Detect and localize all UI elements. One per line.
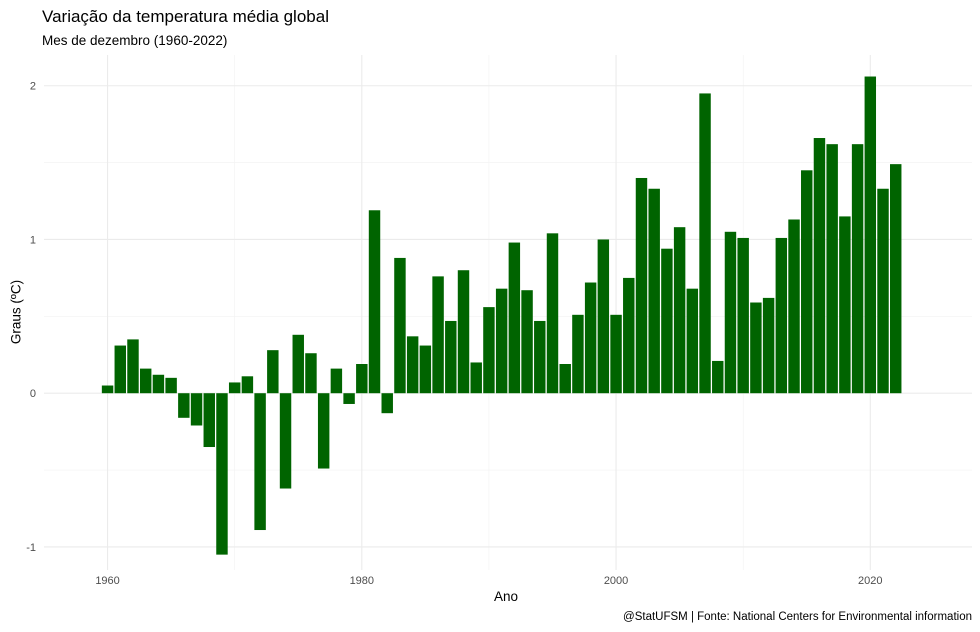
bar [406, 336, 419, 394]
bar [241, 376, 254, 394]
bar [877, 188, 889, 394]
x-tick-label: 2000 [604, 575, 628, 587]
bar [152, 374, 165, 394]
bar [661, 248, 673, 394]
bar [254, 393, 266, 531]
bar [178, 393, 190, 418]
bar [394, 257, 406, 394]
bar [724, 231, 737, 394]
bar [610, 314, 622, 394]
bar [139, 368, 152, 394]
bar [839, 216, 851, 394]
bar [712, 360, 724, 394]
bar [851, 144, 864, 394]
bar [673, 227, 686, 394]
x-tick-label: 1960 [95, 575, 119, 587]
bar [635, 177, 648, 394]
bar [483, 307, 495, 394]
bar [686, 288, 699, 394]
bar [368, 210, 381, 394]
bar [623, 277, 635, 394]
bar [559, 364, 571, 394]
bar [572, 314, 584, 394]
bar [279, 393, 292, 489]
bar [762, 297, 775, 394]
y-tick-label: -1 [26, 542, 36, 554]
chart-title: Variação da temperatura média global [42, 7, 329, 26]
x-tick-label: 2020 [858, 575, 882, 587]
bar [381, 393, 393, 414]
bar [343, 393, 355, 404]
bar [165, 377, 177, 394]
bar [432, 276, 444, 394]
bar [890, 164, 902, 394]
bar [127, 339, 139, 394]
x-tick-labels: 1960 1980 2000 2020 [95, 575, 882, 587]
bar [470, 362, 482, 394]
bar [826, 144, 838, 394]
bar [699, 93, 711, 394]
bar [648, 188, 660, 394]
bar [737, 237, 749, 394]
bar [445, 320, 457, 394]
bar [775, 237, 788, 394]
y-tick-label: 1 [30, 234, 36, 246]
bar [801, 170, 813, 394]
bar [305, 353, 317, 394]
bar [495, 288, 508, 394]
y-tick-label: 0 [30, 388, 36, 400]
x-axis-label: Ano [493, 589, 519, 604]
y-tick-label: 2 [30, 81, 36, 93]
bar [750, 302, 762, 394]
bar [216, 393, 228, 555]
bar [101, 385, 114, 394]
bar [317, 393, 330, 469]
major-gridlines [44, 55, 972, 570]
bar [864, 76, 877, 394]
bar [114, 345, 126, 394]
bar [419, 345, 432, 394]
bar [534, 320, 546, 394]
bar [597, 239, 610, 394]
bar [546, 233, 559, 394]
bar [457, 270, 470, 394]
bars [101, 76, 902, 555]
chart-caption: @StatUFSM | Fonte: National Centers for … [623, 611, 972, 623]
bar [330, 368, 343, 394]
bar [788, 219, 800, 394]
bar [813, 138, 826, 394]
bar [203, 393, 215, 448]
bar [521, 290, 533, 394]
bar [292, 334, 304, 394]
bar [228, 382, 241, 394]
bar [267, 350, 279, 394]
bar [356, 364, 368, 394]
bar [190, 393, 203, 426]
y-tick-labels: -1 0 1 2 [26, 81, 36, 554]
bar [584, 282, 597, 394]
bar [508, 242, 521, 394]
x-tick-label: 1980 [350, 575, 374, 587]
chart-subtitle: Mes de dezembro (1960-2022) [42, 33, 228, 48]
